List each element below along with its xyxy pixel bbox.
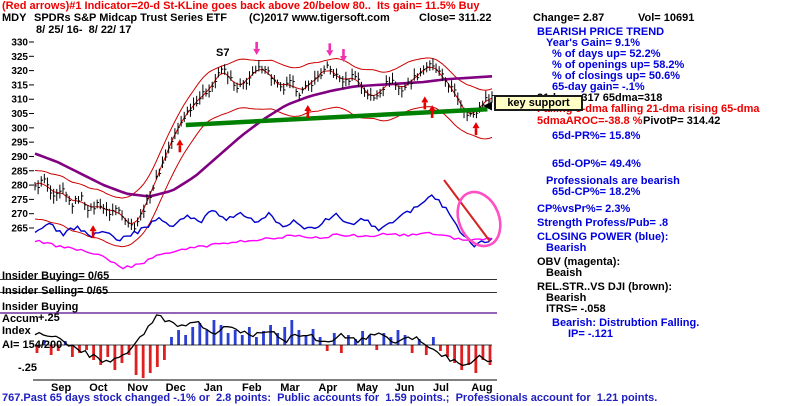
svg-text:Nov: Nov xyxy=(127,382,149,394)
svg-text:305: 305 xyxy=(11,109,28,120)
right-panel-line-18: OBV (magenta): xyxy=(537,256,621,268)
svg-text:300: 300 xyxy=(11,123,28,134)
date-range: 8/ 25/ 16- 8/ 22/ 17 xyxy=(36,24,132,36)
right-panel-line-1: Year's Gain= 9.1% xyxy=(546,37,641,49)
right-panel-line-17: Bearish xyxy=(546,242,587,254)
right-panel-line-8: 5dmaAROC=-38.8 % xyxy=(537,115,643,127)
insider-selling-label: Insider Selling= 0/65 xyxy=(2,285,109,297)
svg-text:May: May xyxy=(357,382,379,394)
red-band-lines xyxy=(34,57,493,248)
right-panel-line-14: CP%vsPr%= 2.3% xyxy=(537,203,631,215)
accum-histogram xyxy=(35,320,492,378)
footer-summary: 767.Past 65 days stock changed -.1% or 2… xyxy=(2,392,658,404)
right-panel-line-22: ITRS= -.058 xyxy=(546,303,606,315)
right-panel-line-10: 65d-PR%= 15.8% xyxy=(552,130,641,142)
right-panel-line-3: % of openings up= 58.2% xyxy=(552,59,685,71)
ma65-line xyxy=(34,75,493,198)
svg-text:Dec: Dec xyxy=(166,382,186,394)
x-axis: Sep Oct Nov Dec Jan Feb Mar Apr May Jun Jul Aug xyxy=(33,379,497,394)
svg-text:290: 290 xyxy=(11,152,28,163)
right-panel-line-4: % of closings up= 50.6% xyxy=(552,70,681,82)
svg-text:310: 310 xyxy=(11,95,28,106)
grid-plus-label: +.25 xyxy=(38,312,60,324)
closing-power-line xyxy=(34,194,493,248)
right-panel-line-15: Strength Profess/Pub= .8 xyxy=(537,217,669,229)
right-panel-line-16: CLOSING POWER (blue): xyxy=(537,231,669,243)
accum-index-line xyxy=(34,314,493,367)
buy-signal-arrows xyxy=(89,96,480,239)
svg-text:315: 315 xyxy=(11,80,28,91)
key-support-arrow xyxy=(483,101,492,111)
svg-text:270: 270 xyxy=(11,209,28,220)
grid-minus-label: -.25 xyxy=(18,362,37,374)
svg-text:Jan: Jan xyxy=(204,382,223,394)
svg-text:Jul: Jul xyxy=(433,382,449,394)
svg-text:Jun: Jun xyxy=(395,382,415,394)
svg-text:Feb: Feb xyxy=(242,382,262,394)
right-panel-line-11: 65d-OP%= 49.4% xyxy=(552,158,641,170)
ai-value: AI= 154/200 xyxy=(2,339,63,351)
price-y-axis: 330 325 320 315 310 305 300 295 290 285 280 275 270 2… xyxy=(11,38,34,235)
accum-pane-title-line2: Accum xyxy=(2,313,39,325)
sell-signal-arrows xyxy=(253,41,347,63)
support-trendline xyxy=(185,106,488,128)
right-panel-line-20: REL.STR..VS DJI (brown): xyxy=(537,281,673,293)
obv-line xyxy=(34,231,493,270)
svg-text:320: 320 xyxy=(11,66,28,77)
right-panel-line-12: Professionals are bearish xyxy=(546,175,680,187)
svg-text:325: 325 xyxy=(11,52,28,63)
svg-text:295: 295 xyxy=(11,138,28,149)
insider-buying-label: Insider Buying= 0/65 xyxy=(2,270,110,282)
svg-text:Apr: Apr xyxy=(318,382,338,394)
instrument-name: SPDRs S&P Midcap Trust Series ETF xyxy=(34,12,227,24)
professional-selling-circle xyxy=(456,190,502,248)
right-panel-line-9: PivotP= 314.42 xyxy=(643,115,721,127)
svg-text:265: 265 xyxy=(11,224,28,235)
ticker-symbol: MDY xyxy=(2,12,27,24)
pane-dividers xyxy=(0,279,497,314)
right-panel-line-2: % of days up= 52.2% xyxy=(552,48,661,60)
cp-decline-trendline xyxy=(443,179,491,242)
right-panel-line-23: Bearish: Distrubtion Falling. xyxy=(552,317,700,329)
svg-text:Aug: Aug xyxy=(471,382,492,394)
svg-text:330: 330 xyxy=(11,38,28,49)
right-panel-line-0: BEARISH PRICE TREND xyxy=(537,26,665,38)
accum-pane-title-line1: Insider Buying xyxy=(2,301,79,313)
svg-text:275: 275 xyxy=(11,195,28,206)
right-panel-line-5: 65-day gain= -.1% xyxy=(552,81,645,93)
right-panel-line-19: Beaish xyxy=(546,267,583,279)
right-panel-line-21: Bearish xyxy=(546,292,587,304)
right-panel-line-24: IP= -.121 xyxy=(568,328,613,340)
svg-text:Oct: Oct xyxy=(89,382,108,394)
price-bars xyxy=(34,58,494,232)
copyright-label: (C)2017 www.tigersoft.com xyxy=(249,12,390,24)
change-value: Change= 2.87 xyxy=(533,12,605,24)
svg-text:285: 285 xyxy=(11,166,28,177)
key-support-label: key support xyxy=(494,95,583,111)
signal-indicator-line: (Red arrows)#1 Indicator=20-d St-KLine g… xyxy=(2,0,480,12)
right-panel-line-13: 65d-CP%= 18.2% xyxy=(552,186,641,198)
svg-text:280: 280 xyxy=(11,181,28,192)
svg-text:Sep: Sep xyxy=(51,382,71,394)
s7-annotation: S7 xyxy=(216,47,230,59)
volume-value: Vol= 10691 xyxy=(638,12,695,24)
svg-text:Mar: Mar xyxy=(280,382,300,394)
close-value: Close= 311.22 xyxy=(419,12,492,24)
accum-pane-title-line3: Index xyxy=(2,325,31,337)
